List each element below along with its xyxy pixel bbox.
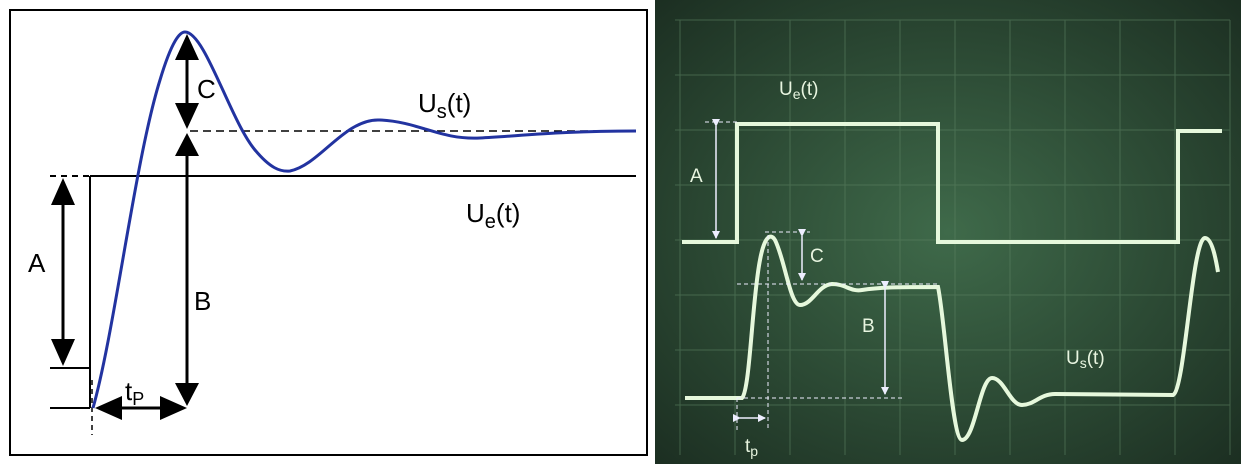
symbol: U: [779, 79, 793, 100]
suffix: (t): [496, 198, 521, 228]
label-b: B: [194, 286, 211, 316]
label-c: C: [197, 74, 216, 104]
label-b: B: [862, 316, 875, 337]
label-ue: Ue(t): [466, 198, 520, 233]
subscript: P: [132, 389, 144, 409]
label-tp: tp: [745, 436, 758, 459]
symbol: U: [1066, 348, 1080, 369]
output-trace: [685, 234, 1220, 443]
symbol: t: [125, 376, 133, 406]
label-ue: Ue(t): [779, 79, 818, 102]
subscript: s: [437, 101, 447, 123]
label-a: A: [28, 248, 46, 278]
suffix: (t): [1087, 348, 1105, 369]
suffix: (t): [447, 88, 472, 118]
subscript: p: [750, 443, 758, 459]
panel-frame: [9, 9, 648, 456]
label-a: A: [690, 166, 703, 187]
schematic-panel: C A B Us(t) Ue(t) tP: [9, 9, 648, 456]
subscript: s: [1080, 355, 1087, 371]
subscript: e: [485, 211, 496, 233]
oscilloscope-panel: Ue(t) A C B Us(t) tp: [655, 0, 1241, 464]
arrow-heads: [175, 34, 199, 129]
arrows: [712, 119, 889, 422]
arrow-heads: [95, 396, 187, 420]
label-us: Us(t): [418, 88, 471, 123]
subscript: e: [793, 86, 801, 102]
input-trace: [682, 122, 1222, 244]
symbol: U: [418, 88, 437, 118]
suffix: (t): [801, 79, 819, 100]
symbol: U: [466, 198, 485, 228]
output-curve: [91, 30, 637, 409]
screen: [655, 0, 1241, 464]
symbol: t: [745, 436, 751, 457]
label-c: C: [810, 246, 824, 267]
label-tp: tP: [125, 376, 144, 409]
label-us: Us(t): [1066, 348, 1105, 371]
